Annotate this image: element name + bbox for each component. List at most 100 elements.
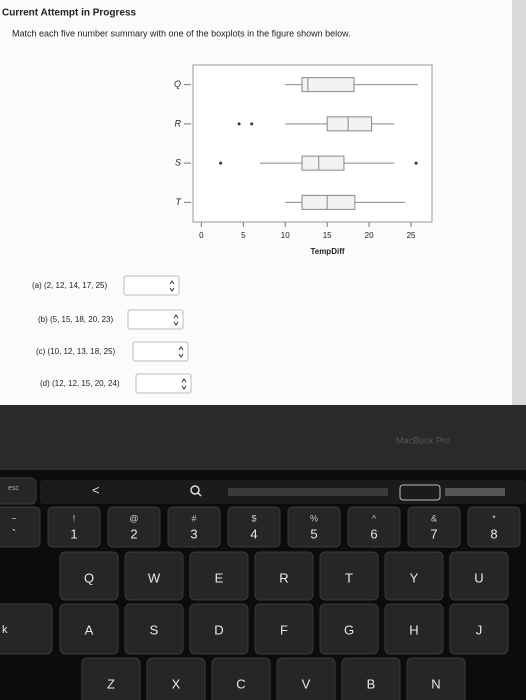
key-symbol: ^ xyxy=(372,513,377,523)
key-symbol: ~ xyxy=(11,513,16,523)
x-tick-label: 20 xyxy=(365,231,374,240)
letter-key xyxy=(59,551,119,601)
key-label: U xyxy=(474,570,483,585)
key-symbol: $ xyxy=(251,513,256,523)
key-label: 2 xyxy=(130,526,137,541)
y-tick-label: T xyxy=(176,197,183,207)
answer-select[interactable] xyxy=(127,309,184,330)
key-label: J xyxy=(476,622,483,637)
select-arrows xyxy=(178,346,184,358)
x-tick-label: 25 xyxy=(407,231,416,240)
number-key xyxy=(227,506,281,548)
key-label: F xyxy=(280,622,288,637)
key-symbol: ! xyxy=(73,513,76,523)
select-arrows xyxy=(169,280,175,292)
key-label: Y xyxy=(410,570,419,585)
answer-select[interactable] xyxy=(123,275,180,296)
box xyxy=(301,194,356,210)
key-label: 8 xyxy=(490,526,497,541)
key-symbol: # xyxy=(191,513,196,523)
key-label: X xyxy=(172,676,181,691)
letter-key xyxy=(124,603,184,655)
brightness-slider xyxy=(228,488,388,496)
letter-key xyxy=(449,551,509,601)
letter-key xyxy=(449,603,509,655)
number-key xyxy=(407,506,461,548)
key-symbol: % xyxy=(310,513,318,523)
number-key xyxy=(287,506,341,548)
page-title: Current Attempt in Progress xyxy=(2,8,137,19)
key-label: A xyxy=(85,622,94,637)
key-label: B xyxy=(367,676,376,691)
x-tick-label: 15 xyxy=(323,231,332,240)
key-label: G xyxy=(344,622,354,637)
key-label: S xyxy=(150,622,159,637)
letter-key xyxy=(254,551,314,601)
x-axis-label: TempDiff xyxy=(310,247,344,256)
outlier xyxy=(414,161,418,165)
key-label: 4 xyxy=(250,526,257,541)
letter-key xyxy=(384,551,444,601)
select-arrows xyxy=(181,378,187,390)
outlier xyxy=(250,122,254,126)
letter-key xyxy=(406,657,466,700)
outlier xyxy=(237,122,241,126)
search-icon xyxy=(190,485,200,495)
box xyxy=(301,77,355,93)
answer-summary: (a) (2, 12, 14, 17, 25) xyxy=(32,281,107,290)
select-arrows xyxy=(173,314,179,326)
y-tick-label: Q xyxy=(174,79,181,89)
number-key xyxy=(0,506,41,548)
letter-key xyxy=(276,657,336,700)
key-label: E xyxy=(215,570,224,585)
answer-select[interactable] xyxy=(132,341,189,362)
key-label: R xyxy=(279,570,288,585)
touchbar-back: < xyxy=(92,482,100,497)
key-label: k xyxy=(2,624,8,636)
x-tick-label: 0 xyxy=(199,231,204,240)
number-key xyxy=(167,506,221,548)
x-tick-label: 5 xyxy=(241,231,246,240)
number-key xyxy=(347,506,401,548)
letter-key xyxy=(319,551,379,601)
key-label: H xyxy=(409,622,418,637)
esc-label: esc xyxy=(8,485,19,492)
key-label: 3 xyxy=(190,526,197,541)
bezel xyxy=(0,405,526,480)
key-label: ` xyxy=(12,526,16,541)
letter-key xyxy=(189,551,249,601)
laptop-label: MacBook Pro xyxy=(396,435,450,445)
letter-key xyxy=(189,603,249,655)
key-label: T xyxy=(345,570,353,585)
letter-key xyxy=(146,657,206,700)
search-icon-handle xyxy=(197,492,202,497)
box xyxy=(326,116,373,132)
key-label: Z xyxy=(107,676,115,691)
letter-key xyxy=(319,603,379,655)
key-label: Q xyxy=(84,570,94,585)
letter-key xyxy=(384,603,444,655)
caps-key xyxy=(0,603,53,655)
key-label: C xyxy=(236,676,245,691)
key-symbol: * xyxy=(492,513,496,523)
y-tick-label: R xyxy=(175,118,182,128)
x-tick-label: 10 xyxy=(281,231,290,240)
key-label: 6 xyxy=(370,526,377,541)
touchbar-button xyxy=(399,484,441,501)
number-key xyxy=(467,506,521,548)
answer-select[interactable] xyxy=(135,373,192,394)
question-text: Match each five number summary with one … xyxy=(12,28,351,38)
letter-key xyxy=(81,657,141,700)
key-symbol: @ xyxy=(129,513,138,523)
number-key xyxy=(47,506,101,548)
key-label: 1 xyxy=(70,526,77,541)
key-label: 5 xyxy=(310,526,317,541)
answer-summary: (b) (5, 15, 18, 20, 23) xyxy=(38,315,113,324)
answer-summary: (c) (10, 12, 13, 18, 25) xyxy=(36,347,115,356)
key-label: D xyxy=(214,622,223,637)
key-label: V xyxy=(302,676,311,691)
key-label: 7 xyxy=(430,526,437,541)
answer-summary: (d) (12, 12, 15, 20, 24) xyxy=(40,379,120,388)
